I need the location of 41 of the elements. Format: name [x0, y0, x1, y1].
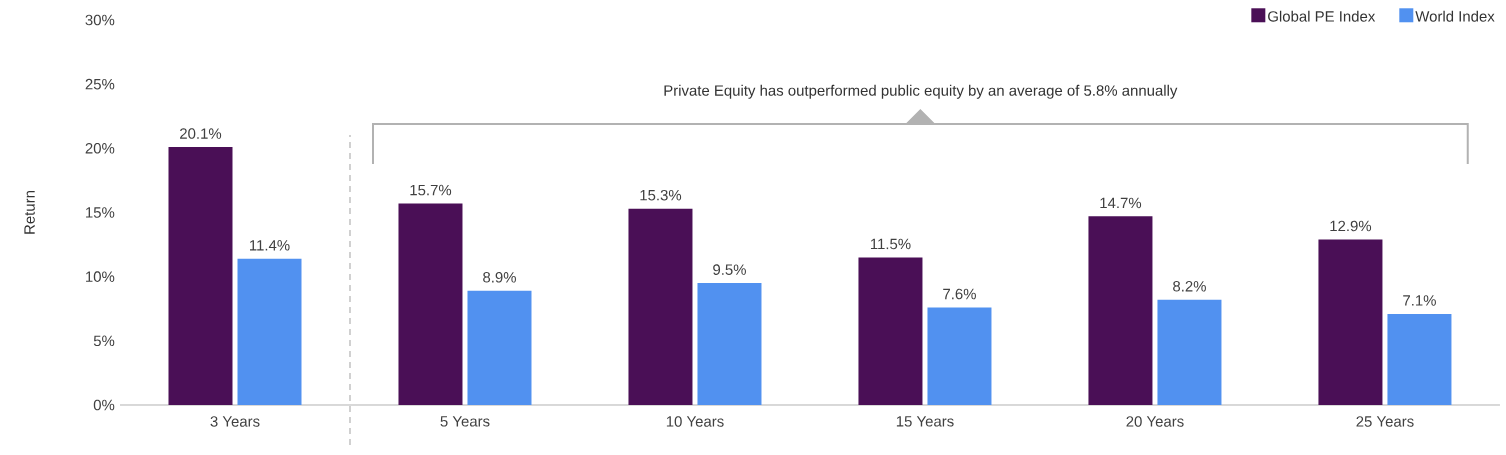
bar — [467, 290, 532, 405]
data-label: 15.3% — [640, 189, 682, 201]
legend-label: Global PE Index — [1268, 10, 1376, 22]
y-tick-label: 20% — [85, 143, 115, 154]
bar — [168, 147, 233, 405]
data-label: 11.4% — [250, 240, 290, 251]
data-label: 7.6% — [943, 288, 976, 300]
y-tick-label: 0% — [93, 399, 115, 411]
bar — [1088, 216, 1153, 405]
bar — [398, 203, 463, 405]
data-label: 12.9% — [1330, 220, 1372, 232]
bar — [237, 258, 302, 405]
y-axis-title: Return — [24, 191, 35, 234]
data-label: 11.5% — [870, 238, 911, 250]
y-tick-label: 25% — [85, 78, 115, 90]
data-label: 20.1% — [180, 128, 222, 139]
legend-label: World Index — [1415, 10, 1495, 22]
data-label: 7.1% — [1403, 295, 1436, 306]
data-label: 8.2% — [1173, 281, 1206, 292]
bar — [1387, 313, 1452, 405]
x-tick-label: 10 Years — [666, 416, 724, 427]
y-tick-label: 15% — [86, 207, 115, 218]
x-tick-label: 15 Years — [896, 416, 954, 427]
y-tick-label: 10% — [86, 271, 115, 282]
data-label: 14.7% — [1100, 197, 1142, 209]
x-tick-label: 5 Years — [440, 416, 490, 427]
y-tick-label: 5% — [93, 335, 115, 347]
x-tick-label: 20 Years — [1126, 416, 1184, 427]
x-tick-label: 25 Years — [1356, 416, 1414, 427]
bar — [1318, 239, 1383, 405]
bar — [927, 307, 992, 405]
bar — [697, 283, 762, 405]
bar — [858, 257, 923, 405]
bar — [1157, 299, 1222, 405]
bar — [628, 208, 693, 405]
data-label: 15.7% — [410, 184, 452, 196]
x-tick-label: 3 Years — [210, 416, 260, 427]
annotation: Private Equity has outperformed public equity by an average of 5.8% annually — [664, 84, 1178, 99]
data-label: 8.9% — [483, 272, 516, 283]
data-label: 9.5% — [713, 264, 746, 275]
y-tick-label: 30% — [85, 14, 115, 26]
